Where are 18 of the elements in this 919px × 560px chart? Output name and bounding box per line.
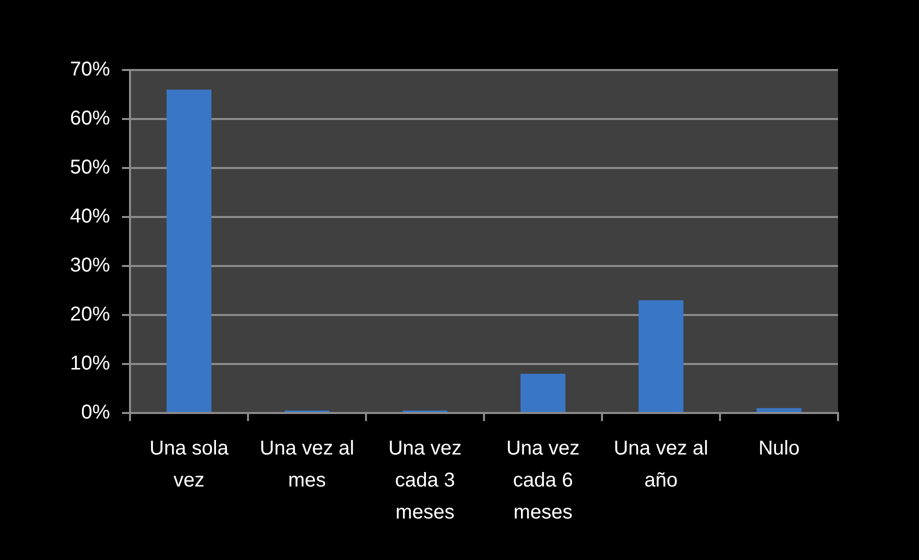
y-tick-label: 60%: [70, 108, 110, 130]
x-tick-label: Una vez cada 6 meses: [506, 438, 580, 524]
y-tick-label: 30%: [70, 254, 110, 277]
y-tick-label: 50%: [70, 156, 110, 179]
bar: [166, 90, 212, 412]
x-tick-label: Una sola vez: [150, 438, 230, 492]
y-tick-label: 10%: [70, 352, 110, 375]
bar: [756, 408, 802, 412]
bar: [520, 374, 566, 412]
y-tick-label: 70%: [70, 58, 110, 81]
y-tick-label: 20%: [70, 304, 110, 326]
y-tick-label: 40%: [70, 206, 110, 228]
y-tick-label: 0%: [81, 402, 110, 424]
x-tick-label: Una vez al mes: [260, 438, 354, 492]
x-tick-label: Nulo: [758, 438, 800, 460]
bar: [638, 300, 684, 412]
x-tick-label: Una vez al año: [614, 438, 708, 492]
x-tick-label: Una vez cada 3 meses: [388, 438, 462, 524]
